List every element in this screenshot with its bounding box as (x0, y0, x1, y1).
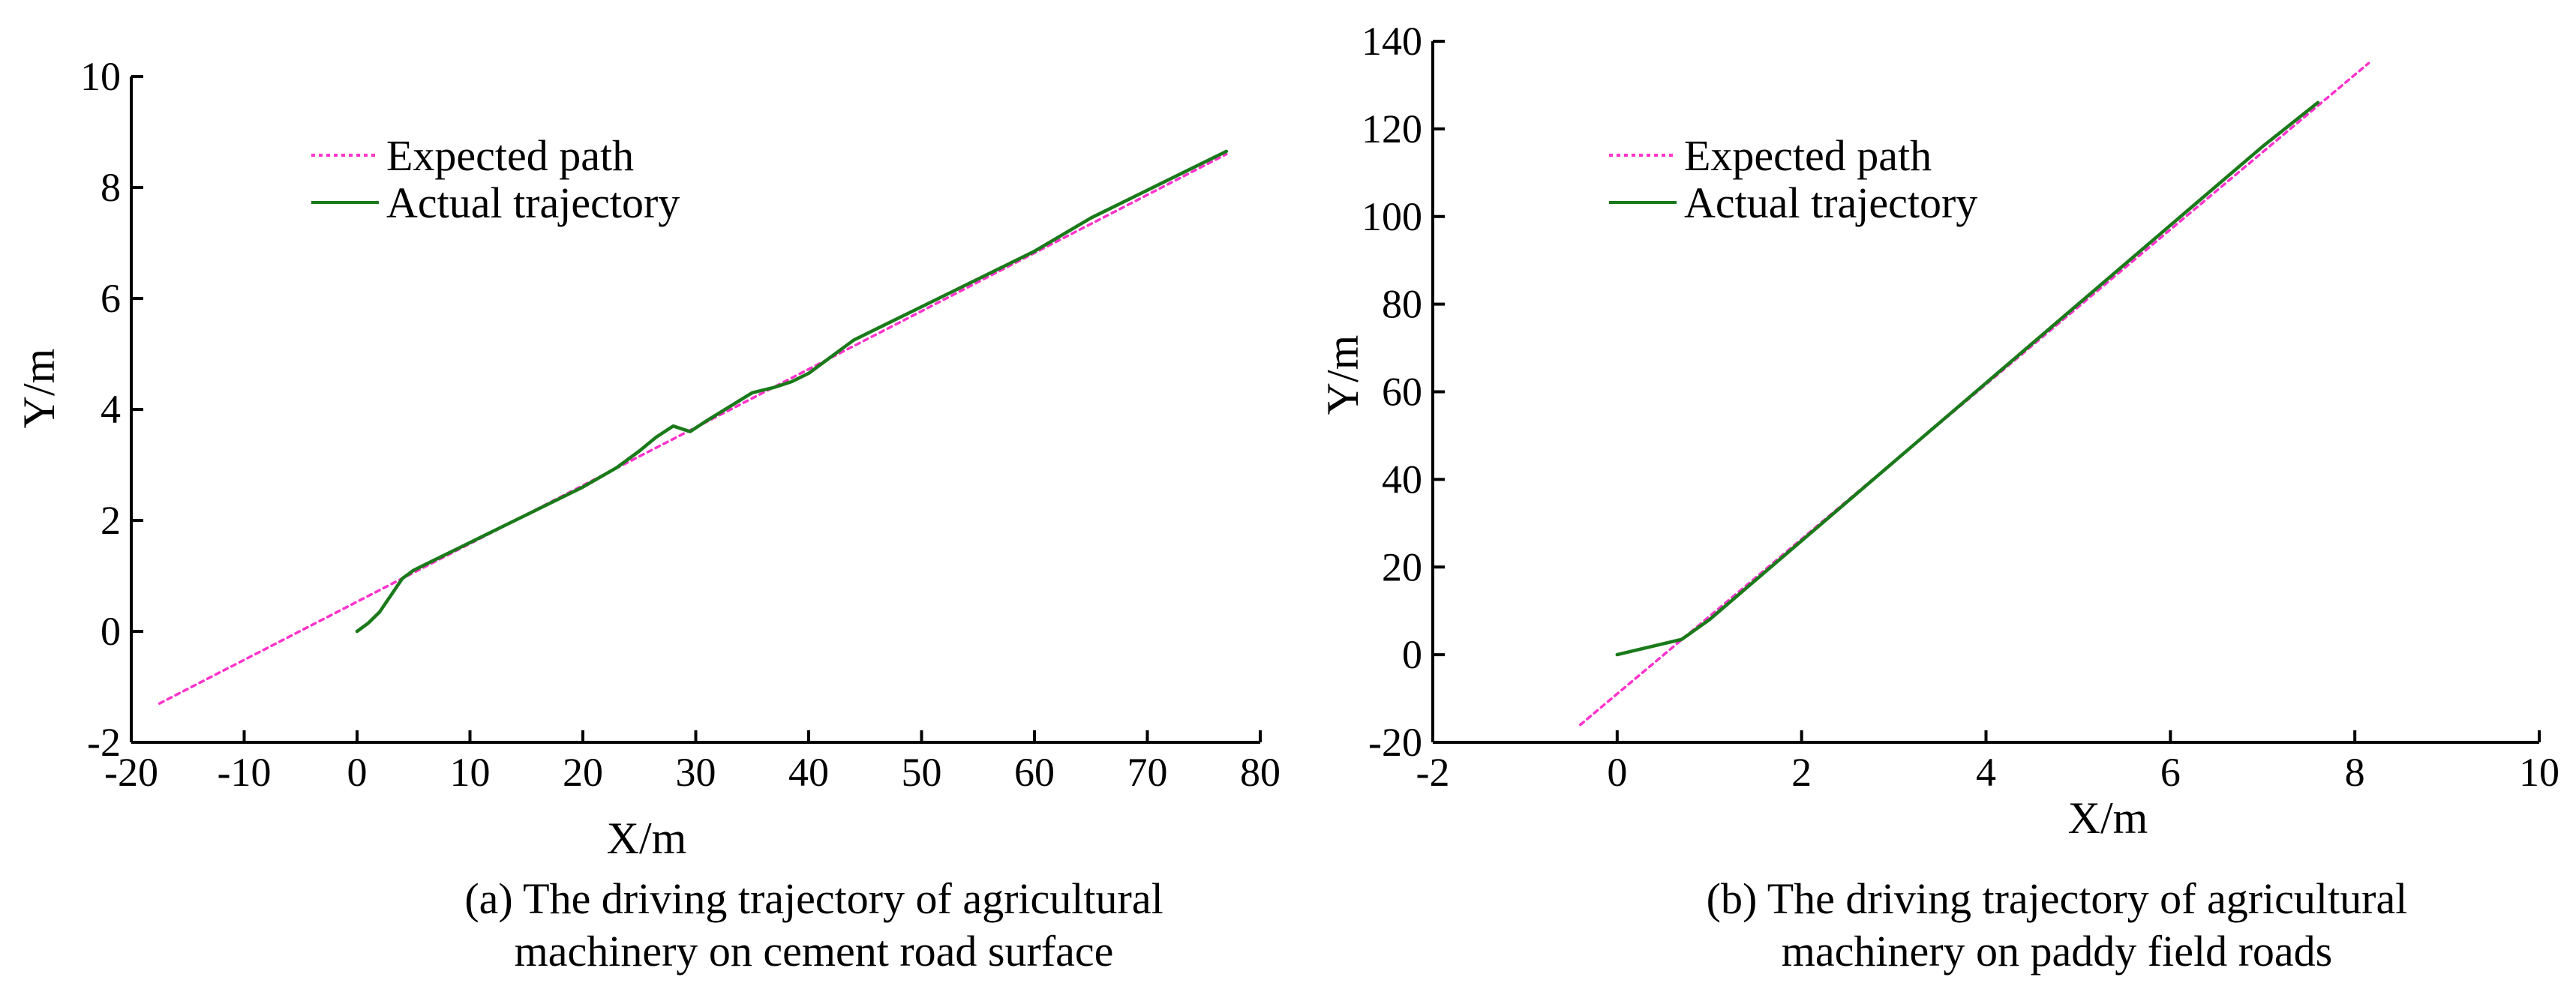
chart-a-x-tick-label: 10 (450, 750, 491, 795)
chart-b-ylabel: Y/m (1318, 335, 1368, 415)
chart-a-y-tick-label: 10 (80, 54, 121, 99)
chart-b-legend-actual-label: Actual trajectory (1684, 178, 1977, 227)
chart-a-xlabel: X/m (607, 814, 687, 863)
chart-a-x-tick-label: 0 (347, 750, 368, 795)
chart-b-legend: Expected path Actual trajectory (1609, 131, 1977, 227)
chart-b-y-tick-label: 0 (1402, 632, 1422, 677)
chart-a-series-expected-path (158, 152, 1228, 705)
chart-b-x-tick-label: 4 (1976, 750, 1996, 795)
chart-a-y-tick-label: 6 (101, 276, 121, 321)
chart-a-x-tick-label: 60 (1014, 750, 1055, 795)
chart-a-caption-line-1: (a) The driving trajectory of agricultur… (464, 874, 1163, 923)
chart-b-x-tick-label: 6 (2160, 750, 2181, 795)
chart-a-x-tick-label: 40 (788, 750, 829, 795)
chart-a-x-tick-label: 70 (1127, 750, 1168, 795)
chart-a-x-tick-label: 80 (1240, 750, 1280, 795)
chart-a-y-tick-label: 8 (101, 165, 121, 210)
chart-a-x-tick-label: 30 (676, 750, 716, 795)
chart-a-legend: Expected path Actual trajectory (311, 131, 680, 227)
chart-a-ylabel: Y/m (14, 349, 64, 429)
chart-b-y-tick-label: 20 (1382, 544, 1422, 589)
chart-b-x-tick-label: 10 (2519, 750, 2559, 795)
chart-b-series-actual-trajectory (1615, 100, 2320, 657)
chart-a-caption-line-2: machinery on cement road surface (515, 927, 1114, 976)
chart-b-y-tick-label: 140 (1362, 19, 1422, 64)
chart-a-x-tick-label: -10 (218, 750, 272, 795)
chart-a-x-tick-label: 50 (902, 750, 942, 795)
chart-a-legend-expected-label: Expected path (386, 131, 634, 180)
chart-a-y-tick-label: 2 (101, 498, 121, 543)
chart-a-x-tick-label: 20 (563, 750, 603, 795)
chart-b-caption-line-2: machinery on paddy field roads (1782, 927, 2332, 976)
chart-a-y-tick-label: 0 (101, 609, 121, 654)
chart-b-y-tick-label: 120 (1362, 106, 1422, 151)
chart-b-xlabel: X/m (2068, 793, 2148, 843)
chart-a-x-tick-label: -20 (104, 750, 158, 795)
chart-b-legend-expected-label: Expected path (1684, 131, 1932, 180)
chart-a-series-actual-trajectory (355, 149, 1229, 634)
chart-b-x-tick-label: 0 (1607, 750, 1627, 795)
chart-b-y-tick-label: 100 (1362, 194, 1422, 239)
chart-b-y-tick-label: 60 (1382, 370, 1422, 415)
chart-b-x-tick-label: -2 (1416, 750, 1450, 795)
chart-b-y-tick-label: -20 (1368, 720, 1422, 765)
chart-b-y-tick-label: 80 (1382, 282, 1422, 327)
chart-b-x-tick-label: 2 (1791, 750, 1812, 795)
chart-b-caption-line-1: (b) The driving trajectory of agricultur… (1707, 874, 2408, 923)
chart-a-y-tick-label: -2 (87, 720, 121, 765)
chart-a-legend-actual-label: Actual trajectory (386, 178, 680, 227)
chart-b-x-tick-label: 8 (2345, 750, 2365, 795)
chart-a-y-tick-label: 4 (101, 387, 121, 432)
chart-b-y-tick-label: 40 (1382, 457, 1422, 502)
